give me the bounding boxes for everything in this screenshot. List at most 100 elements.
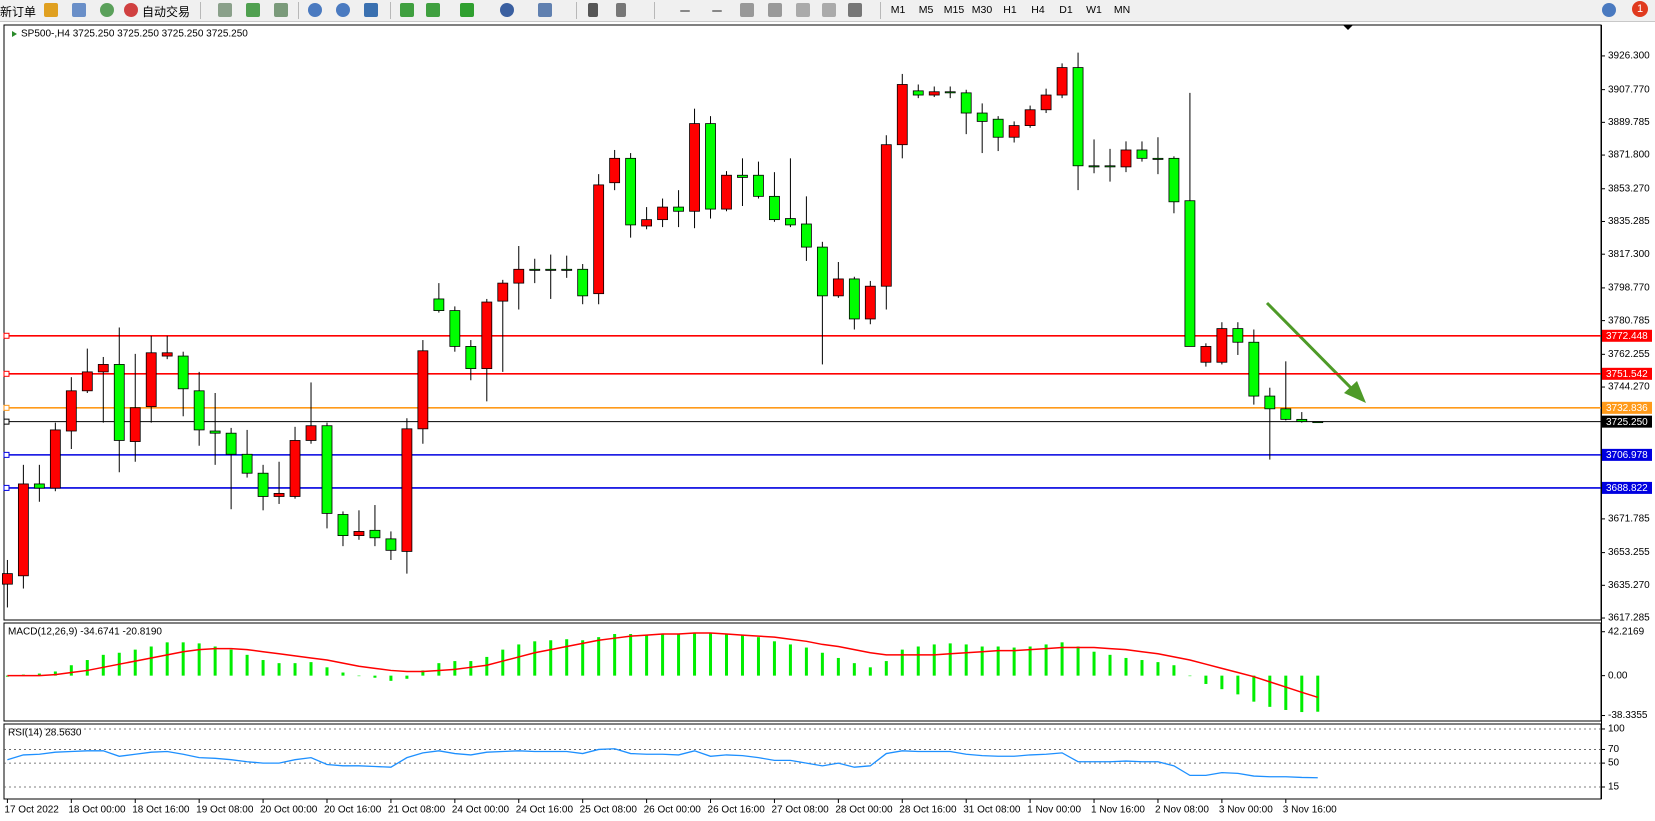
icon[interactable]: [400, 3, 414, 17]
x-tick-label: 21 Oct 08:00: [388, 805, 446, 816]
auto-trading-button[interactable]: 自动交易: [142, 5, 191, 19]
macd-bar: [693, 632, 697, 676]
macd-bar: [1204, 675, 1208, 684]
candle-body: [657, 206, 668, 221]
x-tick-label: 24 Oct 16:00: [516, 805, 574, 816]
candle-body: [673, 206, 684, 212]
icon[interactable]: [100, 3, 114, 17]
templates[interactable]: [538, 3, 552, 17]
crosshair[interactable]: [616, 3, 626, 17]
candle-body: [1072, 67, 1084, 167]
price-label-box: [1602, 448, 1652, 461]
timeframe-button[interactable]: H4: [1031, 4, 1045, 16]
icon[interactable]: [72, 3, 86, 17]
price-label: 3772.448: [1606, 331, 1648, 342]
x-tick-label: 19 Oct 08:00: [196, 805, 254, 816]
horizontal-line-handle: [3, 418, 10, 425]
macd-bar: [277, 663, 281, 676]
candle-body: [577, 268, 589, 297]
macd-bar: [756, 637, 760, 676]
candle-body: [97, 364, 109, 373]
price-label: 3751.542: [1606, 369, 1648, 380]
candle-body: [561, 268, 573, 271]
y-tick-label: 3617.285: [1608, 613, 1650, 624]
macd-bar: [852, 663, 856, 676]
trend-arrow: [1265, 301, 1366, 403]
zoom-in[interactable]: [308, 3, 322, 17]
x-tick-label: 18 Oct 16:00: [132, 805, 190, 816]
x-tick-label: 3 Nov 00:00: [1219, 805, 1273, 816]
shift-marker: [1343, 25, 1353, 30]
timeframe-button[interactable]: M5: [918, 4, 934, 16]
x-tick-label: 20 Oct 16:00: [324, 805, 382, 816]
timeframe-button[interactable]: W1: [1086, 4, 1102, 16]
icon[interactable]: [246, 3, 260, 17]
macd-bar: [820, 652, 824, 676]
trendline-tool[interactable]: [712, 10, 722, 12]
y-tick-label: 3762.255: [1608, 349, 1650, 360]
panel-title: MACD(12,26,9) -34.6741 -20.8190: [8, 627, 162, 638]
macd-bar: [245, 654, 249, 676]
cursor[interactable]: [588, 3, 598, 17]
macd-bar: [1172, 665, 1176, 676]
macd-bar: [197, 643, 201, 676]
text-tool[interactable]: [796, 3, 810, 17]
macd-bar: [501, 649, 505, 676]
zoom-out[interactable]: [336, 3, 350, 17]
notification-badge[interactable]: 1: [1632, 1, 1648, 17]
candle-body: [1232, 328, 1244, 343]
candle-body: [753, 174, 764, 197]
candle-body: [1264, 395, 1276, 410]
search[interactable]: [1602, 3, 1616, 17]
candle-body: [321, 425, 333, 514]
timeframe-button[interactable]: D1: [1059, 4, 1073, 16]
timeframe-button[interactable]: MN: [1113, 4, 1131, 16]
y-tick-label: 70: [1608, 744, 1620, 755]
candle-body: [465, 346, 477, 370]
candle-body: [81, 371, 93, 392]
macd-bar: [948, 643, 952, 676]
candle-body: [1008, 125, 1020, 138]
x-tick-label: 17 Oct 2022: [4, 805, 59, 816]
fibo-tool[interactable]: [768, 3, 782, 17]
macd-bar: [293, 663, 297, 676]
icon[interactable]: [218, 3, 232, 17]
macd-bar: [37, 673, 41, 676]
macd-bar: [709, 632, 713, 676]
candle-body: [449, 310, 461, 347]
tile[interactable]: [364, 3, 378, 17]
icon[interactable]: [426, 3, 440, 17]
separator: [880, 2, 881, 19]
x-tick-label: 25 Oct 08:00: [580, 805, 638, 816]
hline-tool[interactable]: [680, 10, 690, 12]
macd-bar: [1092, 651, 1096, 676]
icon[interactable]: [44, 3, 58, 17]
candle-body: [193, 390, 205, 431]
y-tick-label: 15: [1608, 782, 1620, 793]
timeframe-button[interactable]: M1: [890, 4, 906, 16]
icon[interactable]: [274, 3, 288, 17]
indicators[interactable]: [460, 3, 474, 17]
timeframe-button[interactable]: H1: [1003, 4, 1017, 16]
signal-line: [7, 632, 1318, 699]
candle-body: [17, 483, 29, 577]
candle-body: [992, 118, 1004, 138]
candle-body: [369, 529, 381, 539]
macd-bar: [389, 675, 393, 681]
candle-body: [433, 298, 445, 311]
toolbar: 新订单 自动交易 M1 M5 M15 M30 H1 H4 D1 W1 MN 1: [0, 0, 1655, 22]
new-order-button[interactable]: 新订单: [0, 5, 37, 19]
periods[interactable]: [500, 3, 514, 17]
arrows-tool[interactable]: [848, 3, 862, 17]
label-tool[interactable]: [822, 3, 836, 17]
price-label-box: [1602, 329, 1652, 342]
arrow-shaft: [1265, 301, 1357, 394]
auto-trading-icon[interactable]: [124, 3, 138, 17]
channel-tool[interactable]: [740, 3, 754, 17]
candle-body: [1184, 200, 1196, 347]
timeframe-button[interactable]: M15: [943, 4, 965, 16]
timeframe-button[interactable]: M30: [971, 4, 993, 16]
y-tick-label: 3635.270: [1608, 580, 1650, 591]
